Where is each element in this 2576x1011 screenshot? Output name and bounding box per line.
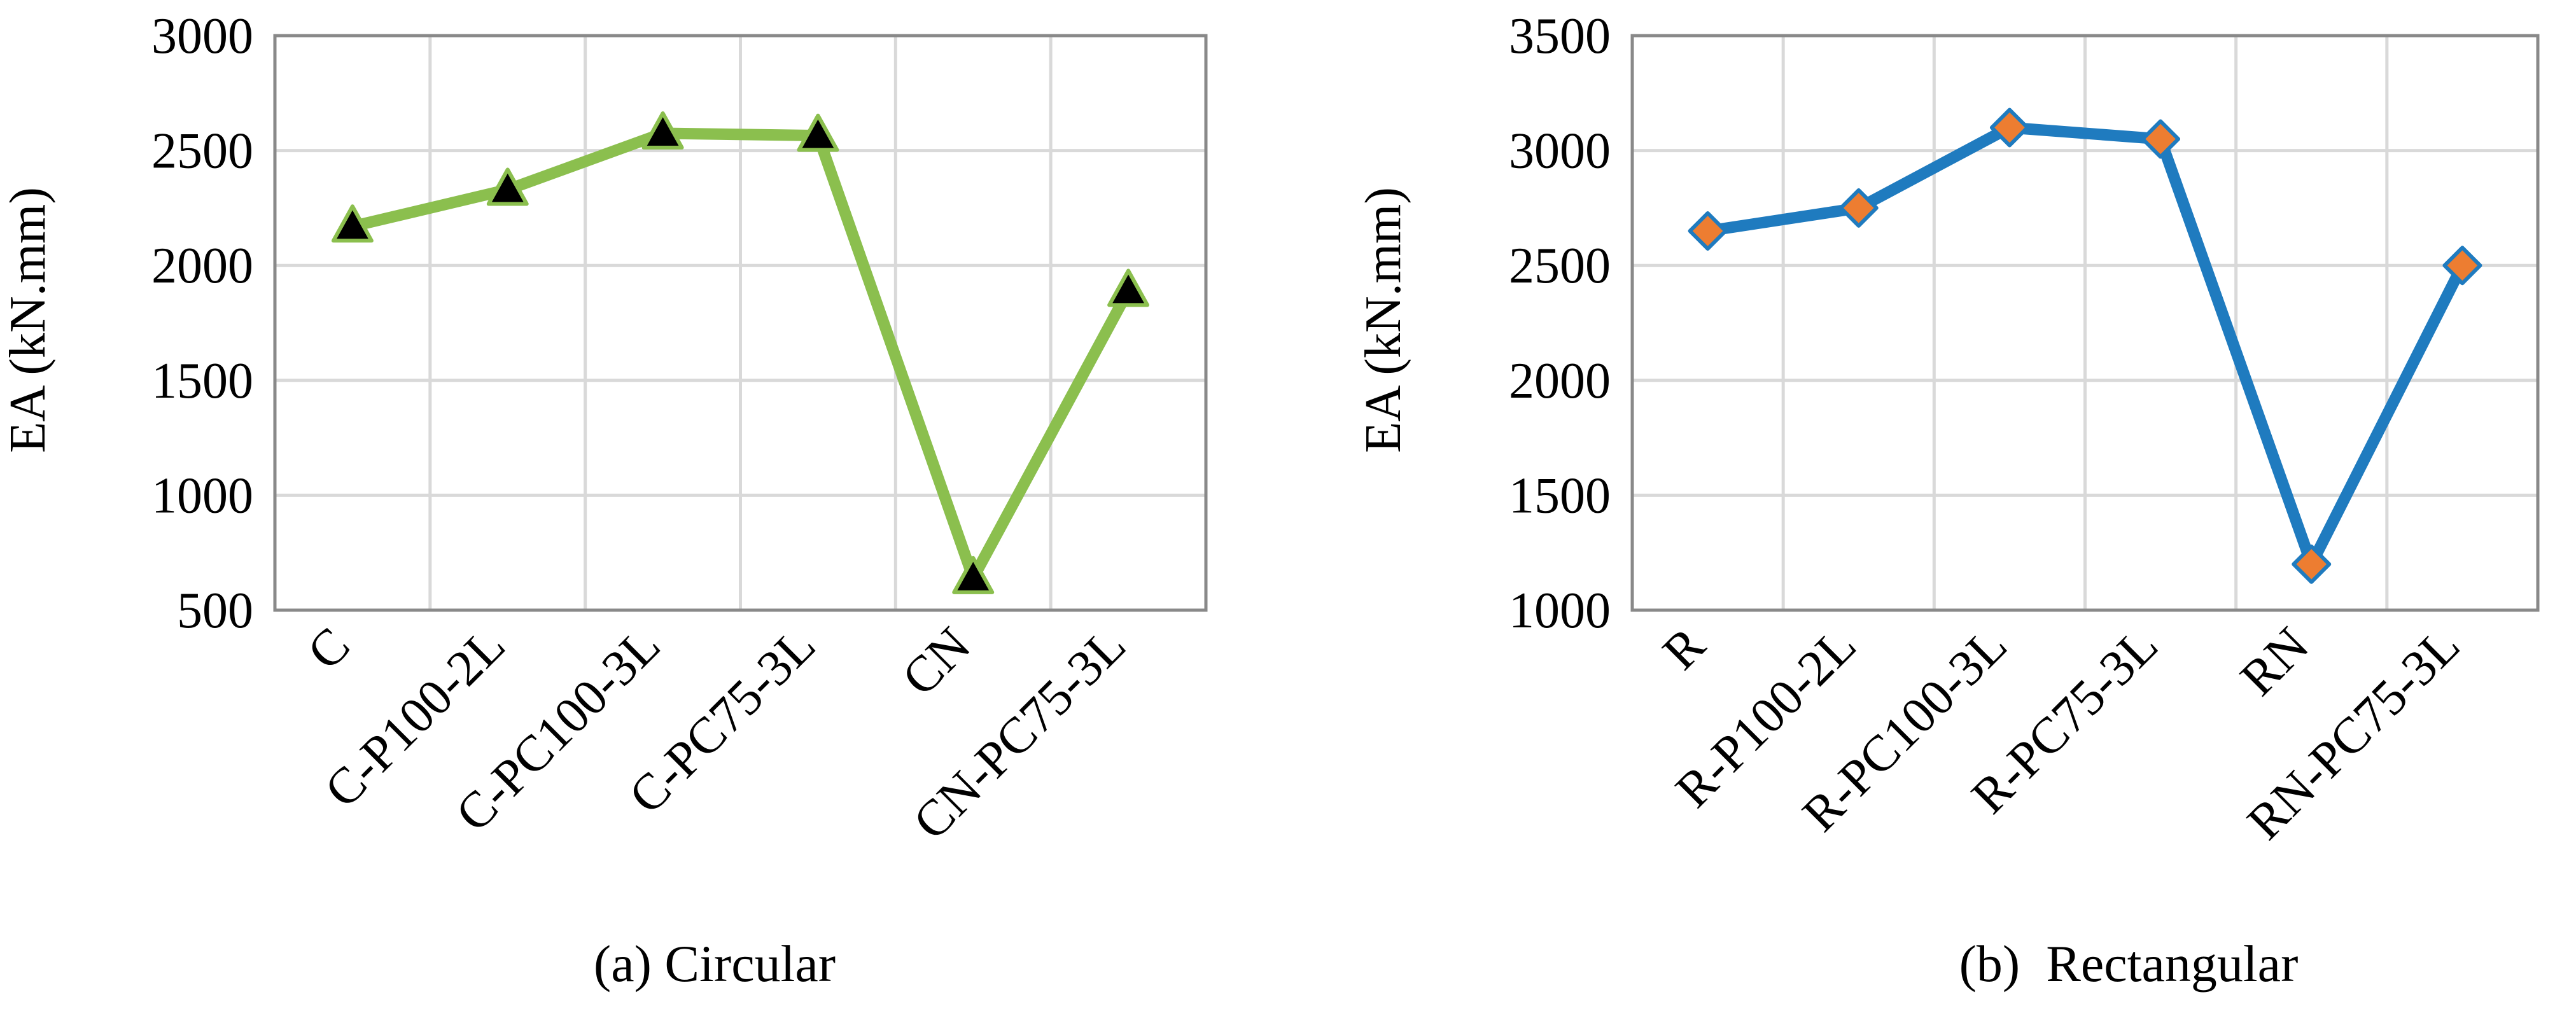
- data-point-marker: [331, 204, 374, 243]
- y-tick-label: 1000: [1509, 583, 1611, 639]
- y-axis-tick-labels: 500 1000 1500 2000 2500 3000: [151, 8, 253, 639]
- data-point-marker: [2442, 246, 2482, 286]
- y-axis-title: EA (kN.mm): [1355, 187, 1411, 453]
- data-point-marker: [1688, 211, 1728, 251]
- y-tick-label: 1000: [151, 468, 253, 524]
- x-axis-tick-labels: CC-P100-2LC-PC100-3LC-PC75-3L CNCN-PC75-3…: [297, 617, 1137, 851]
- y-tick-label: 1500: [151, 353, 253, 409]
- series-line: [346, 127, 1135, 584]
- y-tick-label: 1500: [1509, 468, 1611, 524]
- x-tick-label: CN: [892, 617, 981, 707]
- y-tick-label: 3000: [1509, 123, 1611, 179]
- series-line: [1702, 122, 2468, 570]
- plot-area-border: [273, 34, 1208, 612]
- y-tick-label: 2000: [1509, 353, 1611, 409]
- gridlines: [1630, 34, 2540, 612]
- data-point-marker: [2292, 544, 2332, 584]
- data-series: [331, 111, 1150, 594]
- y-axis-title: EA (kN.mm): [0, 187, 56, 453]
- y-tick-label: 3500: [1509, 8, 1611, 64]
- x-tick-label: C: [297, 617, 361, 681]
- data-point-marker: [1989, 108, 2029, 148]
- data-point-marker: [952, 555, 995, 594]
- data-point-marker: [1838, 188, 1879, 228]
- data-series: [1688, 108, 2482, 584]
- gridlines: [273, 34, 1208, 612]
- x-tick-label: RN: [2230, 617, 2320, 707]
- chart-caption: (b) Rectangular: [1959, 935, 2299, 993]
- y-tick-label: 3000: [151, 8, 253, 64]
- y-tick-label: 2500: [1509, 238, 1611, 294]
- y-axis-tick-labels: 1000 1500 2000 2500 3000 3500: [1509, 8, 1611, 639]
- plot-area-border: [1630, 34, 2540, 612]
- data-point-marker: [1107, 268, 1150, 307]
- chart-caption: (a) Circular: [594, 935, 836, 993]
- data-point-marker: [2141, 119, 2181, 159]
- y-tick-label: 2500: [151, 123, 253, 179]
- data-point-marker: [797, 113, 839, 152]
- x-axis-tick-labels: RR-P100-2LR-PC100-3LR-PC75-3L RNRN-PC75-3…: [1652, 617, 2470, 851]
- y-tick-label: 500: [177, 583, 253, 639]
- y-tick-label: 2000: [151, 238, 253, 294]
- data-point-marker: [641, 111, 684, 150]
- data-point-marker: [486, 167, 529, 206]
- x-tick-label: R: [1652, 617, 1716, 680]
